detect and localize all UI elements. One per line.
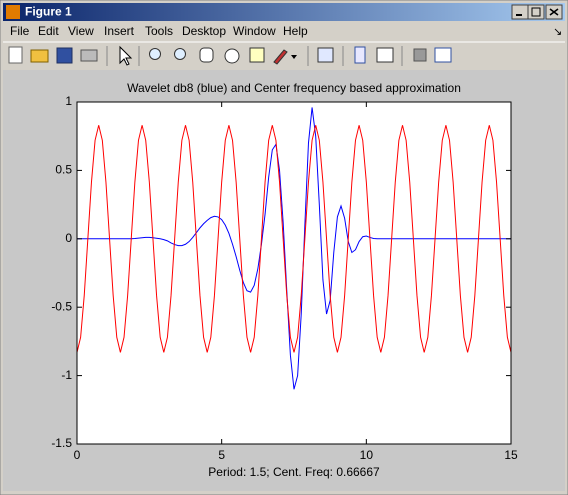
show-tools-button[interactable] [434, 47, 452, 63]
x-tick-label: 5 [218, 448, 225, 462]
colorbar-button[interactable] [354, 46, 366, 64]
menu-item[interactable]: Window [233, 24, 276, 38]
edit-plot-button[interactable] [119, 45, 133, 66]
x-tick-label: 15 [504, 448, 518, 462]
series-line [76, 125, 512, 353]
y-tick-label: 1 [65, 94, 72, 108]
data-cursor-button[interactable] [249, 47, 265, 63]
save-button[interactable] [56, 47, 73, 64]
zoom-in-button[interactable] [149, 48, 161, 60]
menu-item[interactable]: Insert [104, 24, 135, 38]
menu-bar: File Edit View Insert Tools Desktop Window Help [10, 24, 308, 38]
plot-area [77, 102, 511, 444]
close-glyph [549, 8, 559, 16]
x-axis-label: Period: 1.5; Cent. Freq: 0.66667 [208, 465, 380, 479]
y-tick-label: -1.5 [51, 436, 72, 450]
hide-tools-button[interactable] [413, 48, 427, 62]
x-tick-label: 0 [74, 448, 81, 462]
zoom-out-button[interactable] [174, 48, 186, 60]
new-figure-button[interactable] [8, 46, 23, 64]
rotate-button[interactable] [224, 48, 240, 64]
brush-button[interactable] [273, 49, 288, 65]
menu-item[interactable]: View [68, 24, 94, 38]
menu-item[interactable]: Tools [145, 24, 173, 38]
menu-dock-arrow[interactable]: ↘ [553, 26, 562, 38]
open-button[interactable] [30, 49, 49, 63]
menu-item[interactable]: Desktop [182, 24, 226, 38]
menu-item[interactable]: File [10, 24, 30, 38]
x-tick-label: 10 [360, 448, 374, 462]
y-tick-label: -1 [61, 368, 72, 382]
toolbar [8, 45, 452, 66]
maximize-glyph [531, 7, 541, 17]
print-button[interactable] [80, 49, 98, 62]
y-tick-label: -0.5 [51, 299, 72, 313]
title-bar [3, 3, 565, 21]
legend-button[interactable] [376, 47, 394, 63]
pan-button[interactable] [199, 47, 214, 63]
axes: Wavelet db8 (blue) and Center frequency … [51, 81, 518, 479]
menu-item[interactable]: Help [283, 24, 308, 38]
minimize-button[interactable] [511, 4, 529, 20]
y-tick-label: 0.5 [55, 163, 72, 177]
app-icon [6, 5, 20, 19]
brush-dropdown[interactable] [291, 55, 297, 59]
axes-box [76, 101, 512, 445]
maximize-button[interactable] [527, 4, 545, 20]
series-line [77, 107, 511, 390]
window-buttons[interactable] [511, 4, 563, 20]
menu-item[interactable]: Edit [38, 24, 59, 38]
chart-title: Wavelet db8 (blue) and Center frequency … [127, 81, 461, 95]
y-tick-label: 0 [65, 231, 72, 245]
link-plot-button[interactable] [317, 47, 334, 63]
window-title: Figure 1 [25, 5, 72, 19]
